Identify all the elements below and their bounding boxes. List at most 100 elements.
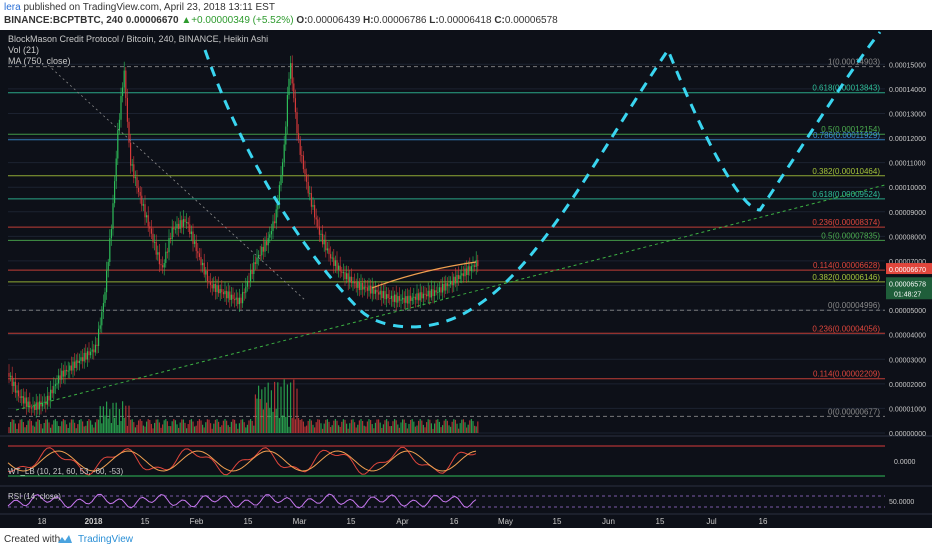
candle-body [83,352,85,362]
y-tick-label: 0.00012000 [889,136,926,143]
volume-bar [226,420,228,433]
candle-body [117,130,119,159]
candle-body [238,297,240,305]
volume-bar [357,424,359,433]
volume-bar [261,389,263,433]
candle-body [435,290,437,293]
fib-level-label: 0.114(0.00002209) [813,370,880,379]
volume-bar [16,428,18,433]
volume-bar [418,420,420,433]
candle-body [282,162,284,176]
candle-body [477,260,479,267]
volume-bar [238,423,240,433]
volume-bar [133,422,135,433]
volume-bar [302,421,304,433]
candle-body [309,193,311,195]
volume-bar [341,421,343,433]
candle-body [322,233,324,245]
volume-bar [434,423,436,433]
candle-body [454,276,456,284]
candle-body [416,293,418,300]
volume-bar [88,419,90,433]
volume-bar [170,426,172,433]
candle-body [432,289,434,297]
volume-bar [243,422,245,433]
candle-body [186,222,188,224]
volume-bar [419,419,421,433]
fib-level-label: 0.618(0.00013843) [812,84,880,93]
candle-body [278,185,280,204]
volume-bar [318,419,320,433]
candle-body [115,158,117,182]
candle-body [150,228,152,234]
candle-body [450,280,452,285]
volume-bar [163,420,165,433]
volume-bar [114,417,116,433]
volume-bar [429,419,431,433]
candle-body [371,286,373,294]
volume-bar [123,417,125,433]
volume-bar [251,420,253,433]
x-tick-label: 16 [450,517,459,526]
candle-body [430,289,432,298]
volume-bar [317,419,319,433]
tradingview-brand[interactable]: TradingView [78,534,134,545]
volume-bar [408,423,410,433]
candle-body [384,291,386,300]
candle-body [350,276,352,284]
volume-bar [382,424,384,433]
open-label: O: [296,15,308,26]
fib-level-label: 0.786(0.00011929) [813,131,880,140]
candle-body [158,252,160,265]
volume-bar [426,422,428,433]
volume-bar [430,423,432,433]
volume-bar [410,419,412,433]
volume-bar [146,421,148,433]
volume-bar [368,419,370,433]
candle-body [62,370,64,377]
rsi-line [7,493,477,509]
volume-bar [275,408,277,433]
candle-body [261,246,263,256]
symbol-label: BINANCE:BCPTBTC, 240 [4,15,123,26]
volume-bar [110,423,112,433]
volume-bar [277,382,279,433]
author-link[interactable]: lera [4,2,21,13]
x-tick-label: 16 [759,517,768,526]
volume-bar [43,422,45,433]
candle-body [470,266,472,272]
candle-body [85,352,87,360]
volume-bar [152,428,154,433]
volume-bar [248,420,250,433]
candle-body [442,283,444,293]
volume-bar [354,422,356,433]
volume-bar [27,420,29,433]
volume-bar [427,419,429,433]
candle-body [259,254,261,256]
volume-bar [78,420,80,433]
y-tick-label: 0.00011000 [889,161,926,168]
chart-svg[interactable]: 1(0.00014903) 0.618(0.00013843) 0.5(0.0001… [0,30,932,528]
candle-body [203,262,205,275]
candle-body [131,164,133,166]
volume-bar [187,424,189,433]
candle-body [162,265,164,268]
volume-bar [350,419,352,433]
candle-body [134,177,136,179]
volume-bar [38,419,40,433]
candle-body [392,295,394,302]
volume-bar [278,418,280,433]
candle-body [451,280,453,286]
volume-bar [397,424,399,433]
volume-bar [413,421,415,433]
volume-bar [360,419,362,433]
candle-body [141,195,143,206]
candle-body [331,257,333,259]
volume-bar [475,426,477,433]
y-tick-label: 0.00013000 [889,111,926,118]
x-tick-label: 15 [347,517,356,526]
volume-bar [402,419,404,433]
chart-area[interactable]: 1(0.00014903) 0.618(0.00013843) 0.5(0.0001… [0,30,932,528]
candle-body [230,294,232,300]
volume-bar [131,419,133,433]
